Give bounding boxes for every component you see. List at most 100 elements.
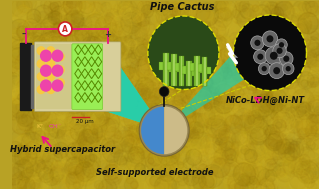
Circle shape [284, 153, 301, 171]
Circle shape [63, 167, 82, 186]
Circle shape [47, 21, 64, 39]
Circle shape [89, 77, 96, 85]
Circle shape [248, 35, 257, 44]
Circle shape [298, 17, 308, 27]
Circle shape [24, 71, 33, 79]
Circle shape [102, 36, 124, 59]
Circle shape [291, 80, 302, 91]
Circle shape [299, 160, 319, 183]
Circle shape [220, 7, 232, 19]
Circle shape [79, 130, 97, 149]
Circle shape [15, 93, 26, 105]
Circle shape [163, 10, 183, 31]
Circle shape [110, 67, 126, 83]
Circle shape [161, 74, 172, 85]
Circle shape [266, 11, 274, 20]
Circle shape [156, 38, 167, 49]
Circle shape [24, 34, 30, 40]
Circle shape [291, 114, 313, 137]
Circle shape [139, 42, 157, 61]
Circle shape [159, 121, 171, 134]
Circle shape [87, 117, 106, 136]
Circle shape [85, 130, 91, 136]
Circle shape [233, 148, 241, 156]
Circle shape [298, 102, 309, 114]
Circle shape [118, 119, 135, 136]
Circle shape [218, 47, 240, 69]
Circle shape [271, 88, 292, 109]
Circle shape [13, 29, 22, 38]
Circle shape [254, 118, 265, 129]
Circle shape [76, 161, 98, 184]
Circle shape [244, 74, 255, 85]
Circle shape [215, 8, 228, 22]
Circle shape [53, 123, 72, 144]
Circle shape [142, 88, 162, 108]
Circle shape [174, 27, 184, 37]
Circle shape [215, 70, 232, 88]
Circle shape [229, 76, 245, 92]
Circle shape [13, 49, 19, 56]
Circle shape [39, 45, 55, 61]
Circle shape [105, 3, 113, 12]
Circle shape [239, 112, 255, 128]
Circle shape [79, 51, 90, 62]
Circle shape [301, 80, 308, 88]
Circle shape [109, 149, 116, 156]
Circle shape [299, 54, 311, 67]
Circle shape [276, 53, 286, 64]
Circle shape [220, 40, 235, 56]
Circle shape [191, 74, 214, 97]
Circle shape [70, 121, 91, 143]
Circle shape [103, 63, 118, 78]
Circle shape [281, 147, 291, 158]
Circle shape [200, 142, 219, 162]
Circle shape [111, 15, 132, 36]
Circle shape [8, 141, 23, 157]
Circle shape [108, 65, 127, 84]
Circle shape [5, 36, 27, 59]
Circle shape [34, 144, 49, 159]
Circle shape [301, 43, 309, 51]
Circle shape [54, 170, 62, 178]
Circle shape [184, 50, 191, 57]
Circle shape [41, 164, 50, 173]
Circle shape [282, 58, 303, 79]
Circle shape [145, 32, 165, 53]
Circle shape [243, 183, 249, 189]
Circle shape [194, 46, 204, 56]
Circle shape [9, 98, 23, 113]
Circle shape [88, 97, 98, 107]
Circle shape [282, 63, 294, 75]
Circle shape [102, 124, 114, 136]
Circle shape [157, 117, 176, 137]
Circle shape [296, 101, 316, 121]
Circle shape [63, 77, 78, 92]
Circle shape [211, 35, 226, 50]
Circle shape [251, 153, 261, 164]
Circle shape [204, 59, 217, 72]
Circle shape [270, 100, 283, 113]
Circle shape [44, 62, 60, 79]
Circle shape [228, 106, 238, 115]
Circle shape [66, 143, 82, 160]
Circle shape [297, 157, 309, 169]
Circle shape [279, 148, 293, 162]
Circle shape [65, 165, 76, 175]
Circle shape [154, 20, 169, 37]
Circle shape [110, 147, 121, 157]
Circle shape [288, 155, 300, 167]
Circle shape [19, 140, 41, 163]
Circle shape [33, 69, 43, 80]
Circle shape [72, 138, 78, 144]
Circle shape [18, 12, 36, 31]
Circle shape [98, 105, 110, 119]
Circle shape [18, 109, 41, 132]
Circle shape [50, 17, 71, 40]
Circle shape [50, 165, 65, 180]
Circle shape [282, 10, 300, 28]
Circle shape [63, 0, 79, 15]
Circle shape [293, 14, 314, 36]
Circle shape [215, 149, 225, 159]
Circle shape [193, 104, 205, 117]
